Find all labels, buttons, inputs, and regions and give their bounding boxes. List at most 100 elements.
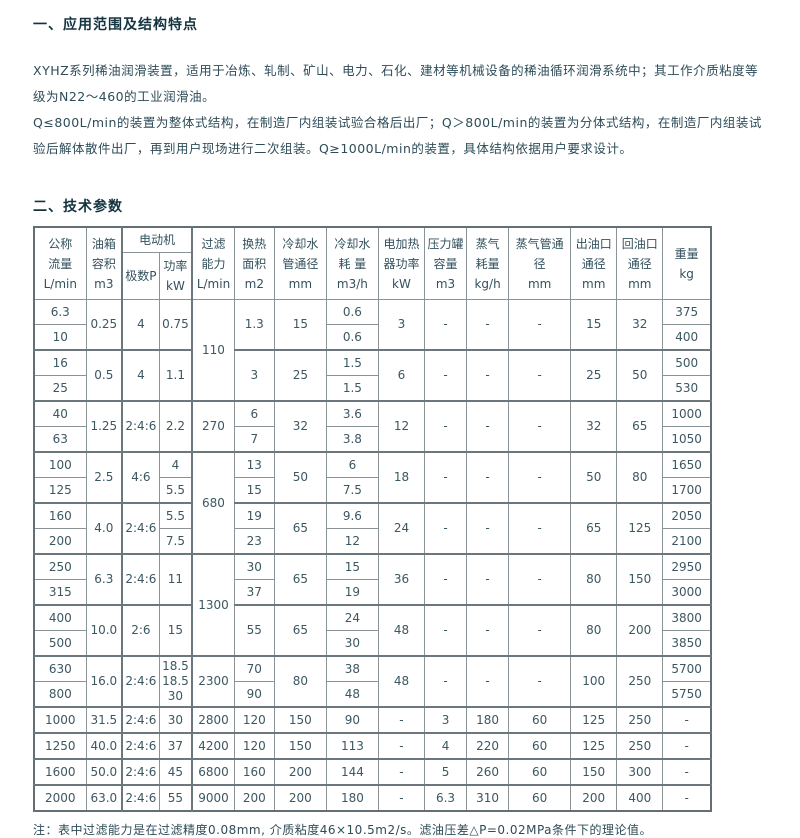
table-cell: - bbox=[423, 655, 468, 708]
table-cell: 2:4:6 bbox=[121, 655, 160, 708]
table-cell: - bbox=[423, 553, 468, 606]
table-cell: 15 bbox=[570, 299, 618, 351]
table-cell: 400 bbox=[616, 784, 664, 812]
table-cell: 4 bbox=[121, 299, 160, 351]
table-cell: - bbox=[508, 655, 572, 708]
table-cell: 260 bbox=[466, 758, 510, 786]
table-cell: 5.5 bbox=[158, 477, 193, 504]
table-cell: 800 bbox=[33, 681, 87, 708]
table-cell: 48 bbox=[325, 681, 379, 708]
table-cell: 6.3 bbox=[423, 784, 468, 812]
table-cell: 18.5 18.5 30 bbox=[158, 655, 193, 708]
table-cell: 2100 bbox=[662, 528, 712, 555]
table-cell: 60 bbox=[508, 732, 572, 760]
table-cell: 15 bbox=[233, 477, 275, 504]
table-cell: - bbox=[423, 400, 468, 453]
table-cell: 250 bbox=[616, 655, 664, 708]
table-cell: 630 bbox=[33, 655, 87, 682]
table-cell: 9000 bbox=[191, 784, 235, 812]
table-cell: 3000 bbox=[662, 579, 712, 606]
header-cell: 蒸气 耗量 kg/h bbox=[466, 226, 510, 300]
table-cell: 60 bbox=[508, 706, 572, 734]
table-cell: 120 bbox=[233, 706, 275, 734]
table-cell: 5 bbox=[423, 758, 468, 786]
table-cell: 180 bbox=[325, 784, 379, 812]
table-cell: 65 bbox=[273, 604, 327, 657]
table-cell: 24 bbox=[377, 502, 426, 555]
table-cell: - bbox=[662, 732, 712, 760]
table-cell: 2950 bbox=[662, 553, 712, 580]
header-cell: 油箱 容积 m3 bbox=[85, 226, 123, 300]
table-cell: 0.6 bbox=[325, 324, 379, 351]
table-cell: 125 bbox=[570, 732, 618, 760]
table-cell: 60 bbox=[508, 784, 572, 812]
table-cell: 10.0 bbox=[85, 604, 123, 657]
table-cell: 9.6 bbox=[325, 502, 379, 529]
table-cell: 100 bbox=[570, 655, 618, 708]
table-cell: 4 bbox=[121, 349, 160, 402]
table-cell: 65 bbox=[616, 400, 664, 453]
table-cell: 32 bbox=[273, 400, 327, 453]
table-cell: 5700 bbox=[662, 655, 712, 682]
table-cell: - bbox=[508, 349, 572, 402]
table-cell: 15 bbox=[273, 299, 327, 351]
table-cell: 25 bbox=[570, 349, 618, 402]
table-cell: 65 bbox=[273, 553, 327, 606]
header-cell: 极数P bbox=[121, 252, 160, 300]
intro-paragraph-1: XYHZ系列稀油润滑装置，适用于冶炼、轧制、矿山、电力、石化、建材等机械设备的稀… bbox=[33, 63, 759, 104]
table-cell: 250 bbox=[33, 553, 87, 580]
header-cell: 回油口 通径 mm bbox=[616, 226, 664, 300]
table-cell: 200 bbox=[233, 784, 275, 812]
table-cell: 1.5 bbox=[325, 349, 379, 376]
table-cell: 6.3 bbox=[85, 553, 123, 606]
table-cell: 2000 bbox=[33, 784, 87, 812]
table-cell: 12 bbox=[325, 528, 379, 555]
table-cell: 50.0 bbox=[85, 758, 123, 786]
table-cell: 7.5 bbox=[325, 477, 379, 504]
table-cell: - bbox=[662, 784, 712, 812]
table-cell: 200 bbox=[273, 758, 327, 786]
header-cell: 功率 kW bbox=[158, 252, 193, 300]
table-cell: 400 bbox=[662, 324, 712, 351]
table-cell: - bbox=[423, 451, 468, 504]
table-cell: 19 bbox=[325, 579, 379, 606]
table-cell: 32 bbox=[570, 400, 618, 453]
table-cell: 160 bbox=[33, 502, 87, 529]
table-cell: 1.1 bbox=[158, 349, 193, 402]
table-cell: 1.25 bbox=[85, 400, 123, 453]
header-cell: 出油口 通径 mm bbox=[570, 226, 618, 300]
table-cell: 63 bbox=[33, 426, 87, 453]
table-cell: 1300 bbox=[191, 553, 235, 657]
table-cell: 2:4:6 bbox=[121, 784, 160, 812]
table-cell: 200 bbox=[616, 604, 664, 657]
table-cell: - bbox=[662, 706, 712, 734]
table-cell: 10 bbox=[33, 324, 87, 351]
table-cell: 24 bbox=[325, 604, 379, 631]
table-cell: 16 bbox=[33, 349, 87, 376]
table-cell: 125 bbox=[33, 477, 87, 504]
table-cell: 50 bbox=[616, 349, 664, 402]
table-cell: 125 bbox=[616, 502, 664, 555]
table-cell: 5.5 bbox=[158, 502, 193, 529]
table-cell: 18 bbox=[377, 451, 426, 504]
table-cell: - bbox=[377, 758, 426, 786]
table-cell: 500 bbox=[662, 349, 712, 376]
table-cell: 1050 bbox=[662, 426, 712, 453]
table-cell: 3.8 bbox=[325, 426, 379, 453]
header-cell: 电动机 bbox=[121, 226, 193, 253]
table-cell: 1600 bbox=[33, 758, 87, 786]
table-cell: 48 bbox=[377, 655, 426, 708]
table-cell: 1.3 bbox=[233, 299, 275, 351]
table-cell: 0.5 bbox=[85, 349, 123, 402]
table-cell: - bbox=[377, 784, 426, 812]
table-cell: 13 bbox=[233, 451, 275, 478]
table-cell: 25 bbox=[33, 375, 87, 402]
section-title-technical-parameters: 二、技术参数 bbox=[33, 199, 123, 215]
table-cell: 7.5 bbox=[158, 528, 193, 555]
table-cell: 80 bbox=[570, 553, 618, 606]
table-cell: 160 bbox=[233, 758, 275, 786]
table-cell: 19 bbox=[233, 502, 275, 529]
table-cell: 50 bbox=[273, 451, 327, 504]
table-cell: 150 bbox=[273, 706, 327, 734]
table-cell: 4 bbox=[423, 732, 468, 760]
